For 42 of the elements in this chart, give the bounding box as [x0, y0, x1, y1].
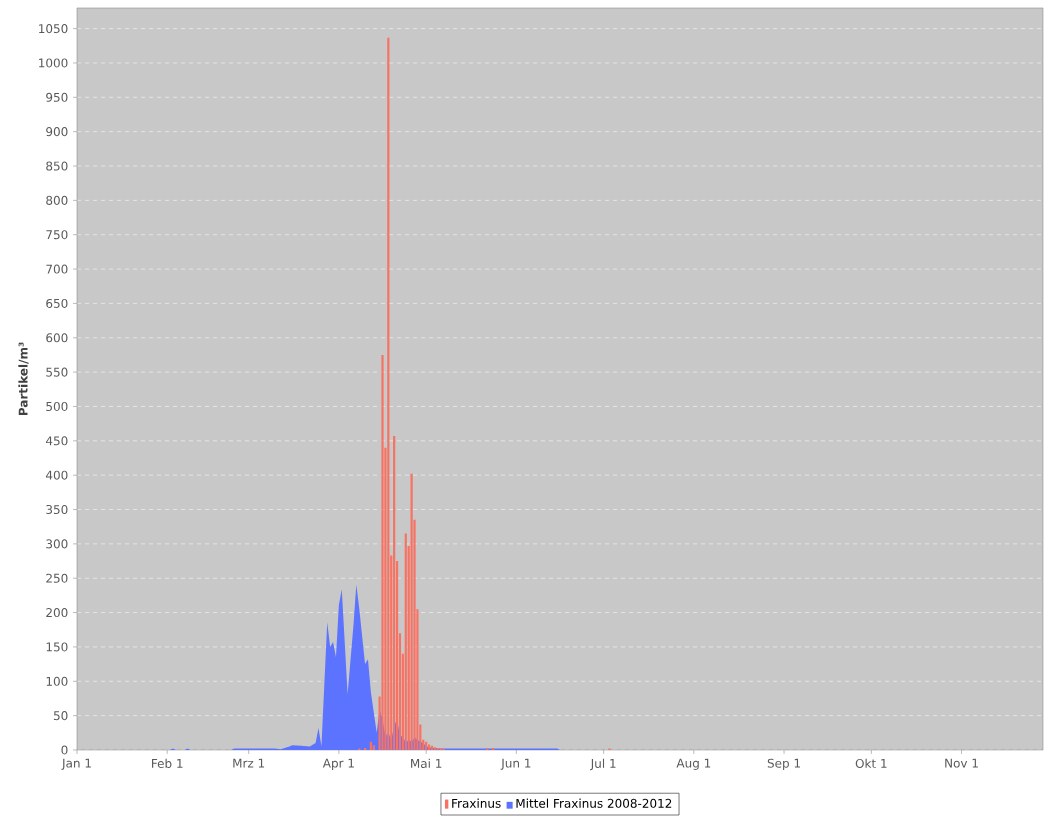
- y-tick-label: 0: [61, 745, 68, 755]
- y-tick-label: 350: [46, 504, 68, 515]
- x-tick-label: Okt 1: [855, 758, 887, 768]
- bar: [404, 533, 407, 750]
- bar: [372, 745, 375, 750]
- bar: [410, 473, 413, 750]
- legend-label: Fraxinus: [452, 798, 501, 808]
- y-tick-label: 300: [46, 539, 68, 549]
- legend-label: Mittel Fraxinus 2008-2012: [516, 798, 672, 808]
- x-tick-label: Jul 1: [590, 758, 616, 771]
- x-tick-label: Sep 1: [767, 758, 800, 771]
- y-tick-label: 650: [46, 298, 68, 308]
- x-tick-label: Jan 1: [61, 758, 91, 770]
- y-tick-label: 450: [45, 436, 68, 446]
- x-tick-label: Jun 1: [500, 758, 531, 770]
- x-tick-label: Mai 1: [411, 758, 442, 768]
- y-tick-label: 1000: [39, 58, 68, 68]
- y-tick-label: 700: [46, 264, 68, 274]
- x-tick-label: Nov 1: [945, 758, 978, 768]
- y-tick-label: 600: [46, 333, 68, 343]
- y-tick-label: 500: [46, 401, 68, 412]
- bar: [381, 354, 384, 750]
- y-tick-label: 900: [46, 127, 68, 137]
- y-tick-label: 200: [46, 608, 68, 618]
- y-tick-label: 800: [46, 195, 68, 205]
- y-tick-label: 850: [46, 161, 68, 171]
- y-tick-label: 100: [46, 676, 68, 686]
- y-tick-label: 250: [46, 573, 68, 583]
- y-tick-label: 400: [45, 470, 68, 480]
- x-tick-label: Aug 1: [676, 758, 711, 770]
- x-tick-label: Mrz 1: [233, 758, 265, 768]
- y-tick-label: 1050: [39, 24, 68, 34]
- y-tick-label: 550: [46, 367, 68, 377]
- y-tick-label: 150: [46, 642, 68, 652]
- y-tick-label: 750: [46, 230, 68, 240]
- x-tick-label: Feb 1: [152, 758, 183, 768]
- bar: [387, 37, 390, 750]
- y-tick-label: 50: [53, 711, 68, 721]
- y-tick-label: 950: [46, 92, 68, 102]
- bar: [393, 436, 396, 750]
- y-axis-title: Partikel/m³: [18, 342, 29, 416]
- x-tick-label: Apr 1: [322, 758, 354, 770]
